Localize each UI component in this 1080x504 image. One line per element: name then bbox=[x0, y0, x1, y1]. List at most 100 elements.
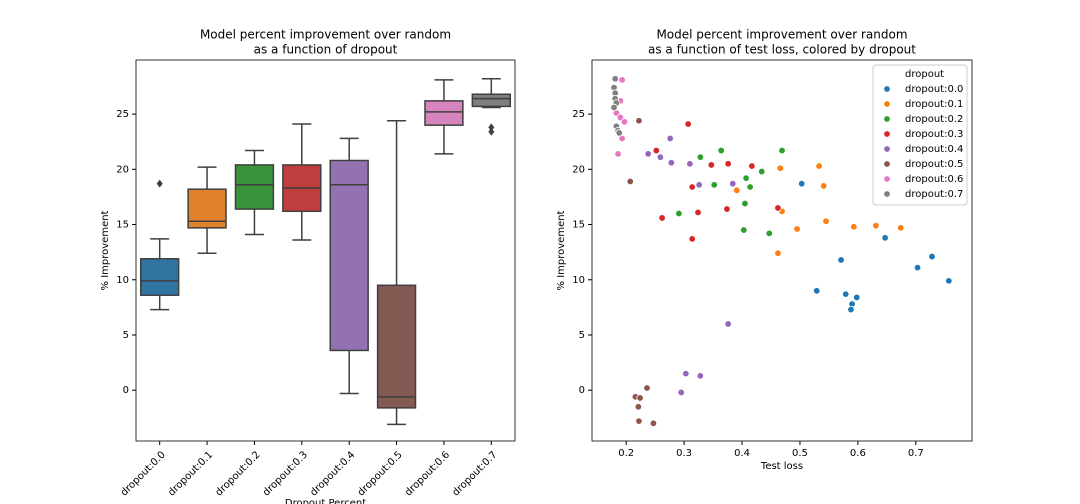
x-tick-label: 0.3 bbox=[676, 448, 692, 459]
x-tick-label: 0.2 bbox=[618, 448, 634, 459]
legend-marker bbox=[883, 130, 891, 138]
box bbox=[376, 284, 417, 409]
scatter-point bbox=[740, 226, 748, 234]
outlier bbox=[156, 179, 163, 188]
scatter-point bbox=[774, 249, 782, 257]
scatter-point bbox=[710, 181, 718, 189]
scatter-point bbox=[694, 208, 702, 217]
plot-frame bbox=[135, 59, 516, 442]
scatter-point bbox=[696, 153, 705, 161]
scatter-point bbox=[717, 146, 725, 155]
scatter-point bbox=[614, 150, 622, 158]
scatter-point bbox=[636, 394, 644, 402]
scatter-point bbox=[853, 293, 861, 302]
box bbox=[234, 164, 275, 210]
y-tick-label: 0 bbox=[579, 385, 585, 396]
scatter-point bbox=[822, 217, 830, 225]
x-axis-label: Test loss bbox=[760, 461, 803, 472]
scatter-point bbox=[620, 118, 629, 126]
scatter-point bbox=[850, 223, 858, 231]
scatter-point bbox=[741, 199, 749, 208]
scatter-point bbox=[610, 103, 618, 112]
scatter-point bbox=[881, 234, 889, 242]
scatter-point bbox=[847, 305, 855, 314]
x-tick-label: dropout:0.2 bbox=[214, 449, 263, 498]
legend-marker bbox=[883, 100, 891, 108]
scatter-point bbox=[658, 214, 666, 222]
legend-label: dropout:0.2 bbox=[905, 114, 963, 125]
x-tick-label: dropout:0.5 bbox=[356, 449, 405, 498]
scatter-point bbox=[897, 224, 905, 232]
scatter-point bbox=[682, 369, 690, 378]
y-axis-label: % Improvement bbox=[100, 210, 111, 290]
box bbox=[187, 188, 227, 229]
scatter-point bbox=[742, 174, 750, 182]
y-tick-label: 20 bbox=[572, 164, 585, 175]
legend-marker bbox=[883, 85, 891, 93]
scatter-point bbox=[686, 160, 694, 168]
scatter-point bbox=[774, 204, 782, 212]
outlier bbox=[488, 127, 495, 136]
scatter-point bbox=[666, 134, 674, 143]
x-tick-label: dropout:0.3 bbox=[261, 449, 310, 498]
scatter-point bbox=[696, 372, 705, 380]
scatter-point bbox=[649, 419, 658, 428]
x-tick-label: 0.6 bbox=[850, 448, 866, 459]
chart-title: Model percent improvement over random bbox=[656, 28, 907, 42]
outlier bbox=[488, 123, 495, 132]
box bbox=[139, 258, 180, 296]
scatter-point bbox=[723, 205, 731, 213]
box bbox=[424, 100, 464, 126]
scatter-point bbox=[820, 182, 828, 190]
x-tick-label: dropout:0.7 bbox=[451, 449, 500, 498]
legend-marker bbox=[883, 190, 891, 198]
scatter-point bbox=[797, 179, 806, 188]
scatter-point bbox=[748, 162, 756, 170]
scatter-point bbox=[837, 256, 845, 264]
y-tick-label: 20 bbox=[116, 164, 129, 175]
legend-label: dropout:0.0 bbox=[905, 84, 963, 95]
x-tick-label: dropout:0.0 bbox=[119, 449, 168, 498]
scatter-point bbox=[688, 235, 696, 243]
scatter-point bbox=[813, 287, 821, 295]
scatter-point bbox=[635, 117, 643, 125]
y-tick-label: 0 bbox=[123, 385, 129, 396]
scatter-point bbox=[872, 221, 880, 230]
scatter-point bbox=[644, 150, 652, 158]
y-tick-label: 25 bbox=[116, 109, 129, 120]
scatter-point bbox=[688, 183, 696, 191]
legend-marker bbox=[883, 145, 891, 153]
scatter-point bbox=[652, 146, 660, 155]
scatter-point bbox=[684, 120, 692, 128]
scatter-point bbox=[656, 153, 665, 161]
x-tick-label: dropout:0.4 bbox=[308, 449, 357, 498]
x-tick-label: 0.7 bbox=[908, 448, 924, 459]
scatter-point bbox=[778, 146, 786, 155]
x-tick-label: 0.5 bbox=[792, 448, 808, 459]
scatter-point bbox=[675, 209, 683, 218]
chart-title: Model percent improvement over random bbox=[200, 28, 451, 42]
legend-box bbox=[872, 64, 968, 206]
scatter-point bbox=[729, 179, 737, 188]
legend-marker bbox=[883, 175, 891, 183]
scatter-point bbox=[842, 290, 850, 298]
legend-marker bbox=[883, 115, 891, 123]
scatter-point bbox=[793, 225, 801, 233]
y-tick-label: 25 bbox=[572, 109, 585, 120]
scatter-point bbox=[724, 320, 732, 328]
scatter-point bbox=[695, 181, 703, 189]
legend-label: dropout:0.1 bbox=[905, 99, 963, 110]
scatter-point bbox=[765, 229, 773, 238]
scatter-point bbox=[746, 183, 754, 191]
scatter-point bbox=[677, 388, 685, 397]
scatter-point bbox=[615, 129, 623, 137]
scatter-point bbox=[724, 160, 732, 168]
scatter-point bbox=[634, 403, 643, 411]
y-tick-label: 10 bbox=[116, 275, 129, 286]
scatter-point bbox=[945, 277, 953, 285]
scatter-point bbox=[707, 161, 716, 169]
legend-marker bbox=[883, 160, 891, 168]
scatter-point bbox=[611, 75, 619, 83]
box bbox=[471, 93, 512, 108]
x-tick-label: dropout:0.1 bbox=[166, 449, 215, 498]
